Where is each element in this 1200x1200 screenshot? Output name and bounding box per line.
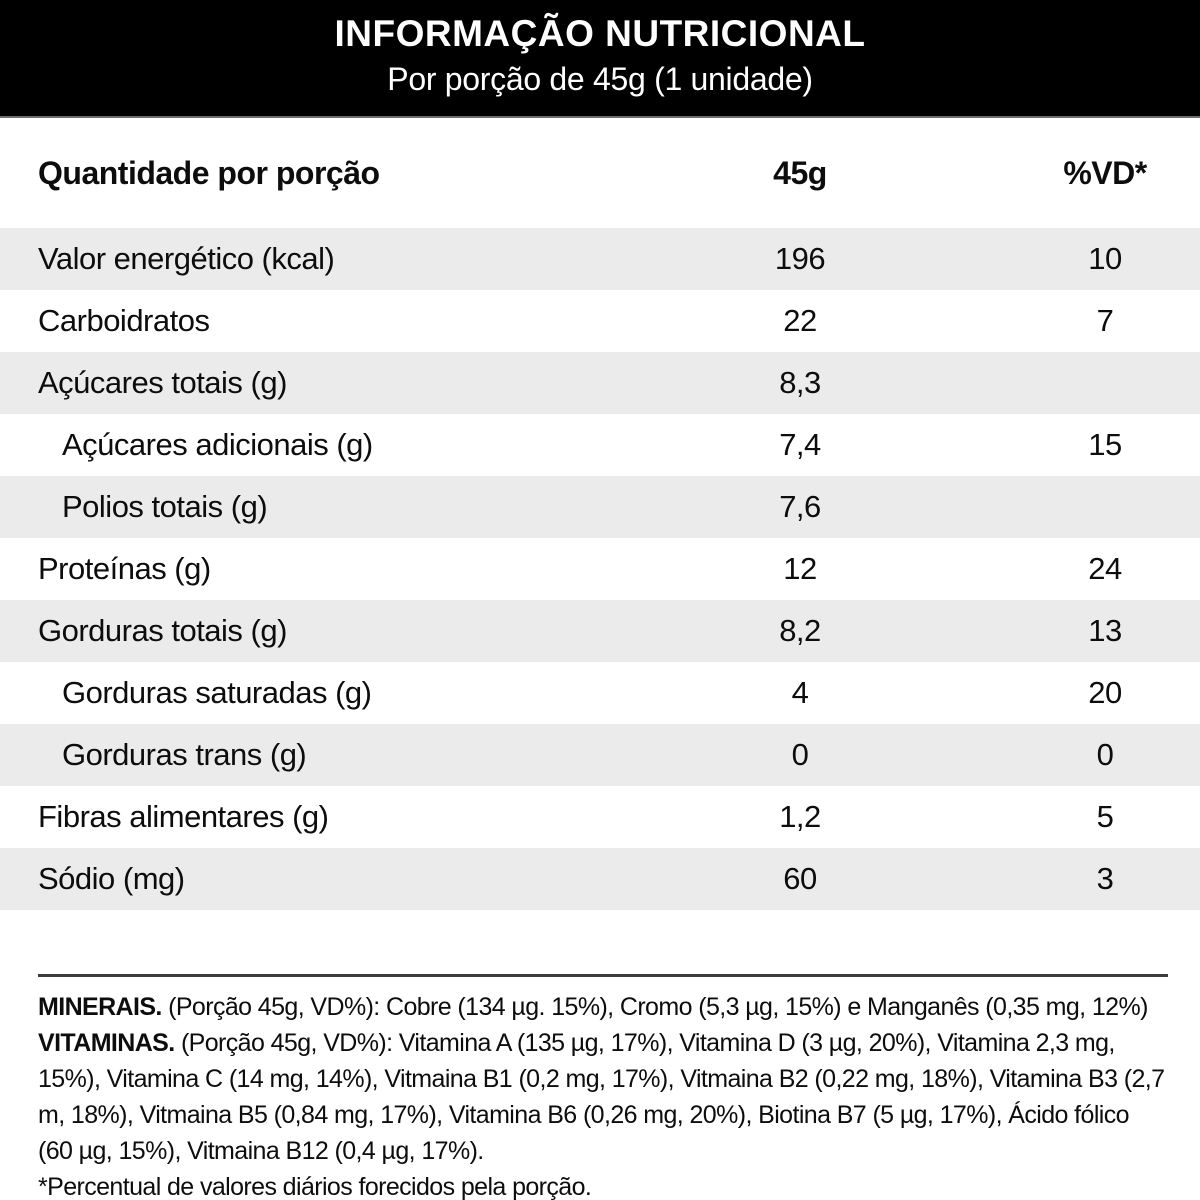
nutrient-label: Fibras alimentares (g) bbox=[38, 799, 329, 834]
vitamins-label: VITAMINAS. bbox=[38, 1029, 175, 1057]
nutrient-amount: 7,6 bbox=[779, 489, 821, 524]
nutrient-daily-value: 10 bbox=[1088, 241, 1122, 276]
nutrient-amount: 1,2 bbox=[779, 799, 821, 834]
table-row: Fibras alimentares (g) 1,2 5 bbox=[0, 786, 1200, 848]
nutrient-daily-value: 24 bbox=[1088, 551, 1122, 586]
table-row: Valor energético (kcal) 196 10 bbox=[0, 228, 1200, 290]
nutrient-label: Gorduras saturadas (g) bbox=[62, 675, 372, 710]
nutrient-amount: 12 bbox=[783, 551, 817, 586]
serving-size-subtitle: Por porção de 45g (1 unidade) bbox=[387, 61, 813, 97]
nutrient-daily-value: 20 bbox=[1088, 675, 1122, 710]
nutrient-amount: 22 bbox=[783, 303, 817, 338]
footnotes-section: MINERAIS. (Porção 45g, VD%): Cobre (134 … bbox=[38, 974, 1168, 1200]
nutrient-label: Gorduras totais (g) bbox=[38, 613, 287, 648]
nutrient-daily-value: 3 bbox=[1096, 861, 1114, 896]
nutrient-daily-value: 15 bbox=[1088, 427, 1122, 462]
table-row: Carboidratos 22 7 bbox=[0, 290, 1200, 352]
nutrient-amount: 7,4 bbox=[779, 427, 821, 462]
nutrition-header: INFORMAÇÃO NUTRICIONAL Por porção de 45g… bbox=[0, 0, 1200, 118]
nutrient-amount: 4 bbox=[791, 675, 809, 710]
table-row: Gorduras totais (g) 8,2 13 bbox=[0, 600, 1200, 662]
table-row: Açúcares totais (g) 8,3 bbox=[0, 352, 1200, 414]
minerals-label: MINERAIS. bbox=[38, 993, 162, 1021]
table-row: Proteínas (g) 12 24 bbox=[0, 538, 1200, 600]
nutrient-daily-value: 7 bbox=[1096, 303, 1114, 338]
nutrient-label: Polios totais (g) bbox=[62, 489, 268, 524]
table-row: Sódio (mg) 60 3 bbox=[0, 848, 1200, 910]
nutrient-daily-value: 5 bbox=[1096, 799, 1114, 834]
column-header-amount: 45g bbox=[773, 154, 827, 191]
vitamins-text: (Porção 45g, VD%): Vitamina A (135 µg, 1… bbox=[38, 1029, 1165, 1165]
table-row: Açúcares adicionais (g) 7,4 15 bbox=[0, 414, 1200, 476]
vitamins-note: VITAMINAS. (Porção 45g, VD%): Vitamina A… bbox=[38, 1025, 1168, 1169]
nutrient-label: Carboidratos bbox=[38, 303, 210, 338]
nutrient-amount: 196 bbox=[774, 241, 826, 276]
nutrient-amount: 60 bbox=[783, 861, 817, 896]
nutrient-daily-value: 13 bbox=[1088, 613, 1122, 648]
nutrient-daily-value: 0 bbox=[1096, 737, 1114, 772]
table-row: Polios totais (g) 7,6 bbox=[0, 476, 1200, 538]
nutrition-title: INFORMAÇÃO NUTRICIONAL bbox=[334, 13, 866, 54]
nutrient-amount: 8,3 bbox=[779, 365, 821, 400]
nutrient-label: Sódio (mg) bbox=[38, 861, 185, 896]
table-body: Valor energético (kcal) 196 10 Carboidra… bbox=[0, 228, 1200, 910]
nutrient-amount: 0 bbox=[791, 737, 809, 772]
minerals-note: MINERAIS. (Porção 45g, VD%): Cobre (134 … bbox=[38, 989, 1168, 1025]
nutrient-amount: 8,2 bbox=[779, 613, 821, 648]
nutrient-label: Proteínas (g) bbox=[38, 551, 211, 586]
table-row: Gorduras saturadas (g) 4 20 bbox=[0, 662, 1200, 724]
column-header-daily-value: %VD* bbox=[1063, 154, 1147, 191]
table-header-row: Quantidade por porção 45g %VD* bbox=[0, 118, 1200, 228]
table-row: Gorduras trans (g) 0 0 bbox=[0, 724, 1200, 786]
nutrient-label: Açúcares totais (g) bbox=[38, 365, 287, 400]
column-header-quantity: Quantidade por porção bbox=[38, 154, 380, 191]
nutrient-label: Valor energético (kcal) bbox=[38, 241, 335, 276]
daily-value-footnote: *Percentual de valores diários forecidos… bbox=[38, 1173, 592, 1200]
nutrient-label: Gorduras trans (g) bbox=[62, 737, 307, 772]
nutrient-label: Açúcares adicionais (g) bbox=[62, 427, 373, 462]
minerals-text: (Porção 45g, VD%): Cobre (134 µg. 15%), … bbox=[161, 993, 1148, 1021]
